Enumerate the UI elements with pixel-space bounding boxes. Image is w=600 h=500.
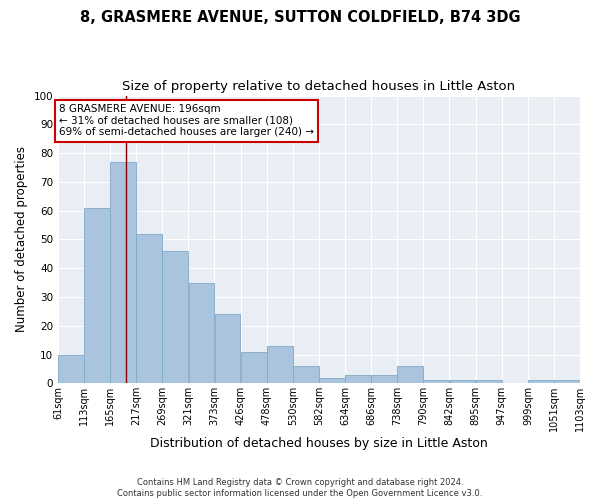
- Text: 8, GRASMERE AVENUE, SUTTON COLDFIELD, B74 3DG: 8, GRASMERE AVENUE, SUTTON COLDFIELD, B7…: [80, 10, 520, 25]
- Bar: [476, 380, 502, 384]
- Bar: [449, 380, 475, 384]
- Bar: [163, 251, 188, 384]
- Bar: [397, 366, 423, 384]
- Bar: [136, 234, 162, 384]
- Bar: [293, 366, 319, 384]
- Bar: [319, 378, 345, 384]
- Y-axis label: Number of detached properties: Number of detached properties: [15, 146, 28, 332]
- Text: 8 GRASMERE AVENUE: 196sqm
← 31% of detached houses are smaller (108)
69% of semi: 8 GRASMERE AVENUE: 196sqm ← 31% of detac…: [59, 104, 314, 138]
- Bar: [528, 380, 554, 384]
- Bar: [58, 354, 84, 384]
- Bar: [554, 380, 580, 384]
- Bar: [424, 380, 449, 384]
- Title: Size of property relative to detached houses in Little Aston: Size of property relative to detached ho…: [122, 80, 515, 93]
- Bar: [241, 352, 266, 384]
- Bar: [215, 314, 240, 384]
- X-axis label: Distribution of detached houses by size in Little Aston: Distribution of detached houses by size …: [150, 437, 488, 450]
- Text: Contains HM Land Registry data © Crown copyright and database right 2024.
Contai: Contains HM Land Registry data © Crown c…: [118, 478, 482, 498]
- Bar: [371, 374, 397, 384]
- Bar: [346, 374, 371, 384]
- Bar: [110, 162, 136, 384]
- Bar: [267, 346, 293, 384]
- Bar: [85, 208, 110, 384]
- Bar: [188, 282, 214, 384]
